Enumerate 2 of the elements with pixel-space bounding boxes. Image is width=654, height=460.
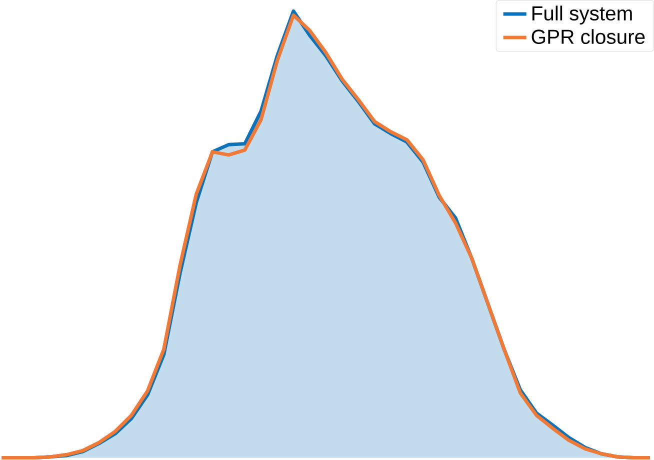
legend-label: Full system [532, 6, 632, 25]
legend-label: GPR closure [532, 29, 645, 44]
